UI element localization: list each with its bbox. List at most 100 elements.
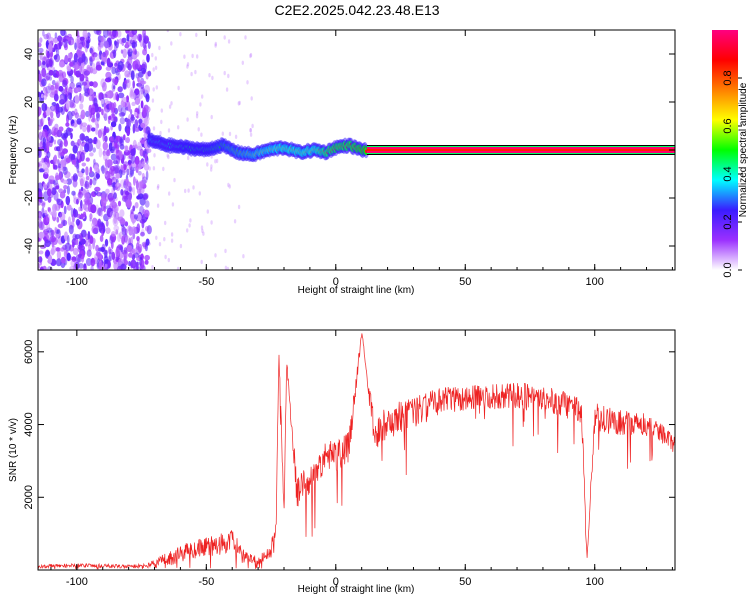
spectrogram-cell [38, 210, 43, 219]
spectrogram-cell [110, 136, 115, 142]
spectrogram-cell [38, 256, 43, 263]
spectrogram-cell [198, 191, 201, 196]
spectrogram-cell [145, 116, 150, 121]
spectrogram-cell [142, 39, 147, 50]
spectrogram-cell [168, 191, 171, 196]
spectrogram-cell [83, 33, 89, 38]
spectrogram-cell [136, 195, 142, 200]
spectrogram-cell [120, 217, 126, 226]
spectrogram-cell [113, 206, 118, 214]
spectrogram-cell [237, 204, 241, 210]
spectrogram-cell [113, 216, 117, 224]
spectrogram-cell [76, 87, 82, 93]
spectrogram-cell [97, 190, 100, 197]
spectrogram-cell [121, 250, 128, 255]
spectrogram-cell [38, 160, 43, 167]
spectrogram-cell [102, 141, 109, 151]
spectrogram-cell [125, 235, 131, 245]
spectrogram-cell [109, 168, 113, 175]
spectrogram-cell [71, 159, 77, 165]
spectrogram-cell [39, 266, 44, 270]
spectrogram-cell [233, 219, 237, 224]
spectrogram-cell [224, 248, 227, 254]
spectrogram-cell [85, 76, 89, 82]
spectrogram-cell [85, 40, 90, 49]
spectrogram-cell [97, 129, 103, 139]
spectrogram-cell [188, 223, 191, 228]
spectrogram-cell [41, 207, 45, 217]
spectrogram-cell [100, 98, 105, 105]
spectrogram-cell [210, 114, 213, 120]
spectrogram-cell [93, 171, 99, 181]
spectrogram-cell [53, 155, 58, 166]
spectrogram-cell [57, 163, 62, 169]
snr-x-tick-label: 100 [586, 576, 604, 588]
spectrogram-cell [71, 190, 76, 196]
spectrogram-cell [52, 203, 57, 213]
spectrogram-cell [73, 52, 78, 63]
spectrogram-cell [77, 244, 83, 250]
spectrogram-cell [128, 261, 131, 267]
spectrogram-cell [89, 166, 93, 174]
spectrogram-cell [38, 106, 42, 116]
spectrogram-cell [118, 111, 125, 118]
spectrogram-cell [170, 41, 173, 46]
spectrogram-cell [139, 148, 144, 157]
spectrogram-cell [48, 254, 53, 264]
spectrogram-cell [176, 266, 180, 270]
spectrogram-cell [95, 173, 100, 180]
spectrogram-cell [72, 179, 78, 188]
spectrogram-cell [110, 240, 114, 250]
snr-plot-area [38, 330, 675, 570]
spectrogram-cell [131, 101, 136, 107]
spectrogram-cell [119, 209, 125, 218]
spectrogram-cell [47, 196, 52, 203]
spectrogram-cell [46, 227, 53, 233]
snr-y-ticks: 2000 4000 6000 [23, 340, 675, 510]
spectrogram-cell [130, 148, 136, 156]
spectrogram-cell [104, 158, 108, 167]
spectrogram-cell [100, 35, 104, 43]
spectrogram-cell [55, 175, 60, 181]
spectrogram-cell [112, 85, 116, 90]
spectrogram-cell [187, 188, 190, 193]
spectrogram-cell [53, 139, 57, 145]
spectrogram-cell [47, 133, 52, 142]
spectrogram-cell [66, 111, 73, 121]
spectrogram-cell [76, 118, 82, 125]
spectrogram-cell [69, 82, 75, 90]
spectrogram-cell [47, 83, 52, 91]
spectrogram-cell [110, 113, 116, 122]
spectrogram-cell [47, 36, 54, 45]
spectrogram-cell [110, 200, 114, 206]
spectrogram-cell [79, 178, 84, 187]
spectrogram-cell [55, 185, 60, 190]
spectrogram-cell [136, 213, 142, 222]
spectrogram-cell [97, 207, 103, 217]
snr-x-tick-label: -100 [66, 576, 88, 588]
spectrogram-cell [60, 133, 66, 139]
spectrogram-cell [104, 263, 108, 268]
spectrogram-cell [115, 155, 120, 165]
spectrogram-cell [47, 207, 52, 213]
spectrogram-cell [41, 202, 46, 208]
spectrogram-cell [74, 174, 78, 181]
snr-x-tick-label: 50 [459, 576, 471, 588]
spectrogram-cell [105, 227, 111, 235]
spectrogram-cell [127, 104, 131, 112]
colorbar-label: Normalized spectral amplitude [738, 82, 749, 217]
spectrogram-cell [143, 133, 148, 138]
spectrogram-cell [227, 39, 231, 44]
spectrogram-cell [110, 231, 117, 237]
spectrogram-cell [100, 211, 103, 217]
spectrogram-cell [61, 88, 65, 95]
spectrogram-cell [90, 257, 96, 267]
spectrogram-cell [87, 88, 94, 97]
spectrogram-cell [186, 62, 190, 67]
spectrogram-cell [115, 145, 120, 154]
spectrogram-cell [79, 103, 84, 110]
spectrogram-cell [70, 75, 74, 84]
spectrogram-cell [75, 218, 80, 226]
spectrogram-cell [95, 251, 101, 257]
